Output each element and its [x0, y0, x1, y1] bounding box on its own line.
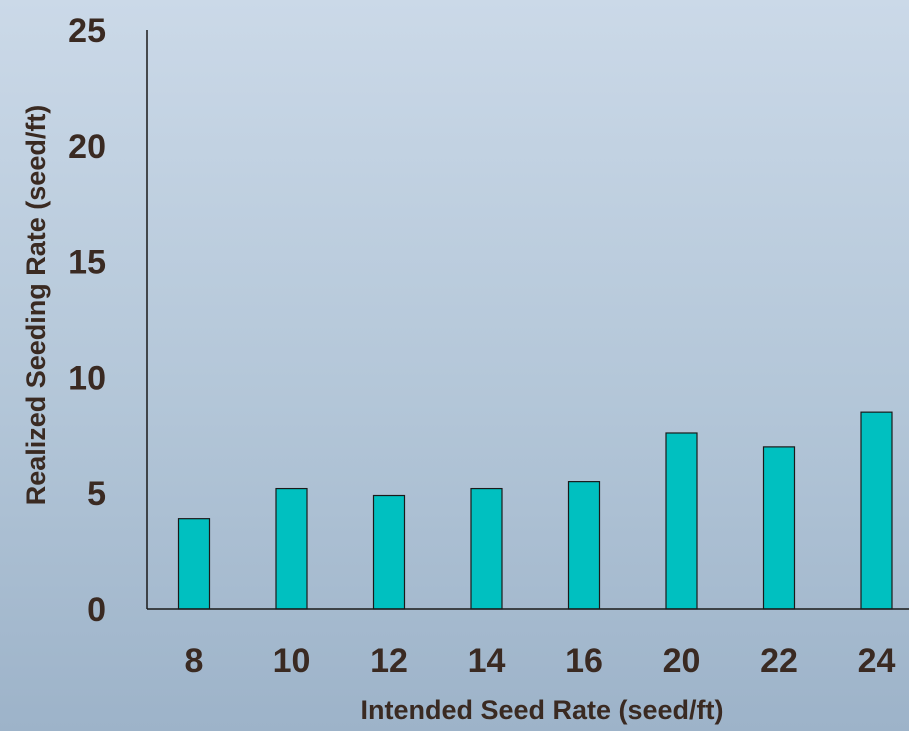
- x-tick-labels: 8 10 12 14 16 20 22 24: [185, 642, 896, 680]
- x-axis-title: Intended Seed Rate (seed/ft): [360, 695, 723, 725]
- bar: [567, 481, 601, 610]
- bar: [177, 518, 211, 610]
- x-tick-label: 20: [663, 642, 701, 680]
- x-tick-label: 10: [273, 642, 311, 680]
- y-axis-title: Realized Seeding Rate (seed/ft): [21, 105, 51, 506]
- x-tick-label: 24: [858, 642, 896, 680]
- y-tick-label: 25: [68, 12, 106, 50]
- y-tick-label: 0: [87, 591, 106, 629]
- bar: [762, 446, 796, 610]
- x-tick-label: 8: [185, 642, 204, 680]
- y-tick-label: 10: [68, 359, 106, 397]
- y-tick-label: 5: [87, 475, 106, 513]
- x-tick-label: 22: [760, 642, 798, 680]
- bar: [665, 432, 698, 610]
- bar: [860, 411, 893, 610]
- y-tick-label: 15: [68, 244, 106, 282]
- bar: [372, 494, 406, 610]
- y-tick-labels: 0 5 10 15 20 25: [68, 12, 106, 629]
- x-tick-label: 16: [565, 642, 603, 680]
- bars-group: [177, 411, 893, 610]
- y-tick-label: 20: [68, 128, 106, 166]
- x-tick-label: 14: [468, 642, 506, 680]
- bar: [470, 487, 503, 610]
- bar: [275, 487, 308, 610]
- x-tick-label: 12: [370, 642, 408, 680]
